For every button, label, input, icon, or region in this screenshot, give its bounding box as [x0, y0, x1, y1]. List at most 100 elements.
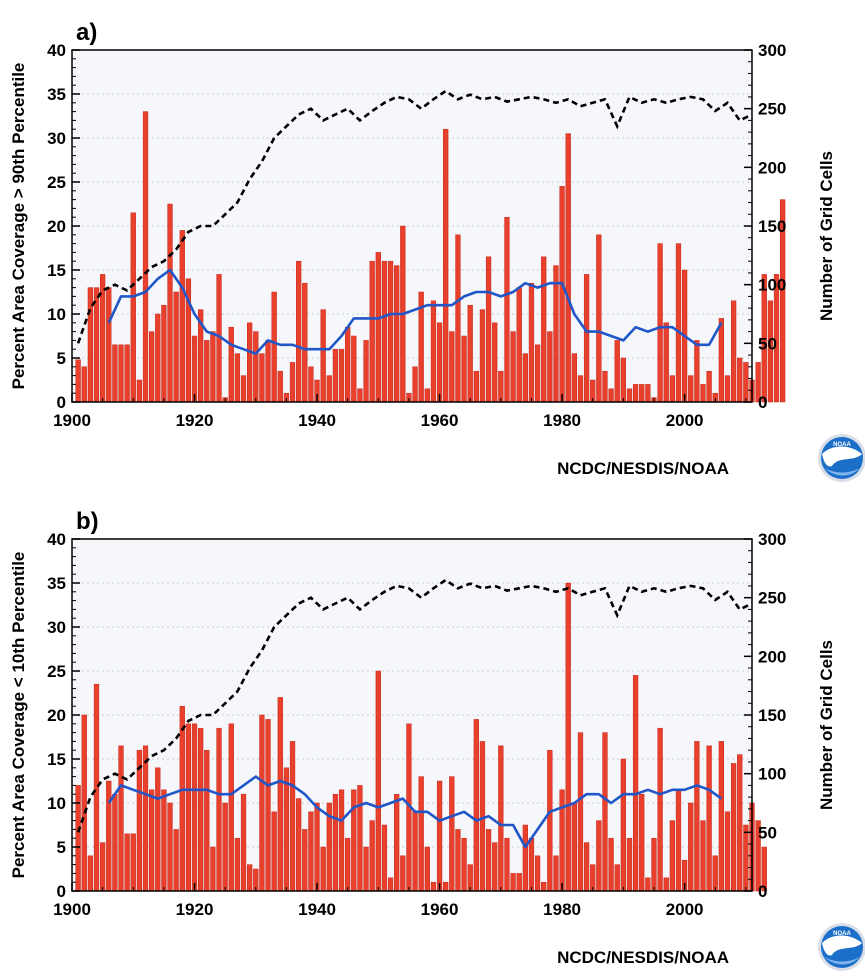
bar	[657, 727, 663, 892]
panel-b: 0 5 10 15 20 25 30 35 40 0 50 100 150 200 250 300 1900 19…	[0, 489, 865, 978]
bar	[271, 291, 277, 403]
bar	[204, 340, 210, 403]
bar	[706, 370, 712, 403]
bar	[271, 811, 277, 892]
bar	[430, 300, 437, 403]
bar	[528, 837, 535, 892]
bar	[620, 758, 626, 892]
bar	[498, 370, 504, 403]
y2-tick-label: 50	[758, 823, 777, 842]
bar	[737, 754, 743, 892]
bar	[216, 727, 222, 892]
y-tick-label: 5	[57, 349, 66, 368]
y2-tick-label: 0	[758, 882, 767, 901]
bar	[265, 719, 271, 892]
bar	[130, 212, 136, 403]
bar	[418, 776, 424, 892]
bar	[436, 322, 443, 403]
bar	[136, 749, 143, 892]
smoothed-line	[107, 775, 723, 849]
bar	[204, 749, 210, 892]
bar	[510, 873, 516, 892]
y-tick-label: 5	[57, 838, 66, 857]
x-tick-label: 1920	[176, 411, 214, 430]
bar	[583, 842, 590, 892]
bar	[375, 670, 381, 892]
bar	[228, 326, 234, 403]
bar	[455, 829, 461, 892]
bar	[455, 234, 461, 403]
bar	[179, 705, 185, 892]
bar	[504, 216, 510, 403]
bar	[302, 829, 308, 892]
bar	[326, 375, 332, 403]
bar	[394, 793, 400, 892]
y-tick-label: 30	[47, 129, 66, 148]
bar	[730, 763, 737, 892]
bar	[541, 256, 547, 403]
bar	[639, 384, 645, 403]
bar	[369, 260, 375, 403]
bar	[161, 304, 167, 403]
bar	[247, 864, 253, 892]
bar	[412, 811, 418, 892]
y2-tick-label: 100	[758, 276, 786, 295]
bar	[240, 793, 247, 892]
bar	[436, 780, 443, 892]
bar	[522, 353, 528, 403]
grid-cells-line	[76, 578, 753, 833]
x-tick-label: 1940	[298, 411, 336, 430]
bar	[387, 877, 394, 892]
bar	[651, 837, 657, 892]
panel-label: b)	[76, 508, 99, 535]
bar	[155, 767, 161, 892]
y2-tick-label: 150	[758, 217, 786, 236]
bar	[332, 793, 339, 892]
bar	[240, 375, 247, 403]
bar	[247, 322, 253, 403]
bar	[136, 379, 143, 403]
bar	[547, 749, 553, 892]
bar	[167, 203, 173, 403]
bar	[737, 357, 743, 403]
bar	[534, 344, 541, 403]
bar	[99, 842, 106, 892]
bar	[755, 820, 761, 892]
bar	[596, 820, 602, 892]
logo-bird	[822, 446, 862, 467]
bar	[565, 133, 571, 403]
bar	[761, 274, 767, 403]
bar	[473, 370, 479, 403]
bar	[779, 199, 786, 403]
y-tick-label: 0	[57, 393, 66, 412]
bar	[363, 846, 369, 892]
x-tick-label: 2000	[666, 900, 704, 919]
bar	[510, 331, 516, 403]
bar	[155, 313, 161, 403]
bar	[706, 745, 712, 892]
bar	[571, 353, 577, 403]
y-axis-title: Percent Area Coverage > 90th Percentile	[9, 63, 28, 390]
bar	[479, 309, 486, 403]
grid-cells-line	[76, 89, 753, 344]
bar	[430, 881, 437, 892]
smoothed-line	[107, 268, 723, 355]
bar	[522, 824, 528, 892]
bar	[743, 362, 749, 403]
bar	[357, 388, 363, 403]
bar	[614, 340, 620, 403]
credit-text: NCDC/NESDIS/NOAA	[557, 948, 729, 967]
bar	[234, 353, 241, 403]
bar	[259, 353, 265, 403]
logo-text: NOAA	[833, 931, 851, 937]
bar	[320, 846, 326, 892]
bar	[130, 833, 136, 892]
bar	[663, 877, 669, 892]
bar	[516, 873, 522, 892]
bar	[773, 274, 780, 403]
y-tick-label: 0	[57, 882, 66, 901]
x-tick-label: 1980	[543, 900, 581, 919]
bar	[381, 824, 388, 892]
y2-tick-label: 150	[758, 706, 786, 725]
bar	[259, 714, 265, 892]
